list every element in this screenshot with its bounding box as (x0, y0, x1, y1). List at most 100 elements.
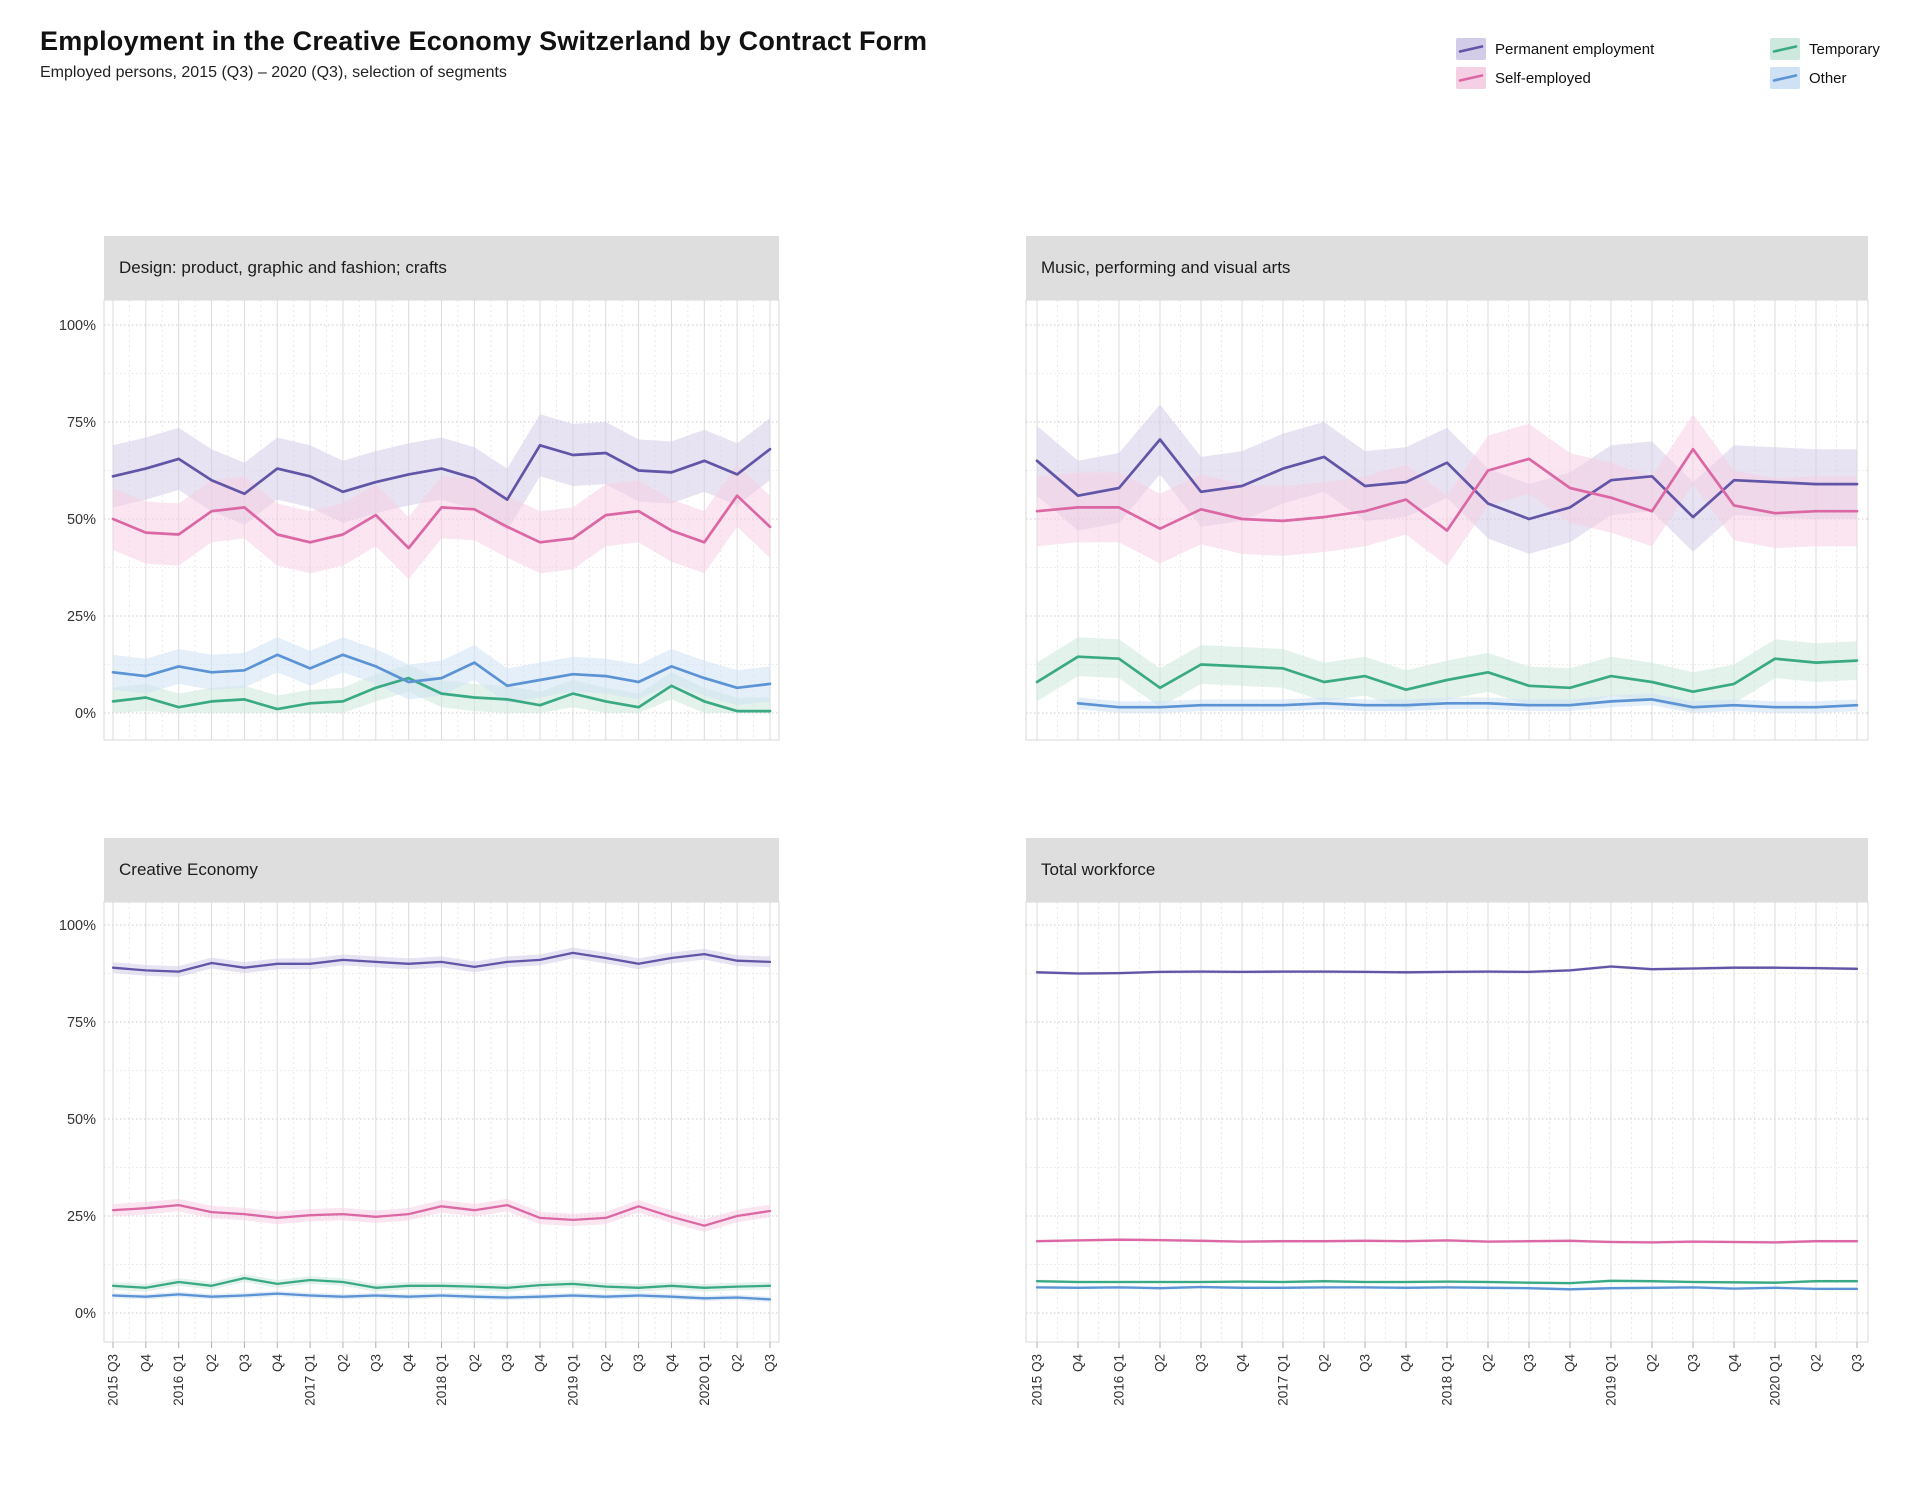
x-axis-tick-label: Q4 (1071, 1354, 1086, 1373)
x-axis-tick-label: Q2 (1645, 1354, 1660, 1372)
x-axis-tick-label: Q2 (1809, 1354, 1824, 1372)
legend-label: Self-employed (1495, 69, 1591, 87)
panel-total-workforce-self-employed-line (1035, 1238, 1859, 1244)
panel-music-other-line (1076, 698, 1859, 709)
x-axis-tick-label: Q2 (1317, 1354, 1332, 1372)
panel-music-self-employed-line (1035, 447, 1859, 532)
x-axis-tick-label: Q2 (1153, 1354, 1168, 1372)
legend-item-other: Other (1770, 67, 1847, 89)
y-axis-tick-label: 75% (67, 415, 96, 431)
legend-swatch-icon (1770, 67, 1800, 89)
x-axis-tick-label: Q3 (1358, 1354, 1373, 1372)
x-axis-tick-label: 2016 Q1 (1112, 1354, 1127, 1406)
panel-header-total-workforce: Total workforce (1026, 838, 1868, 902)
legend-item-temporary: Temporary (1770, 38, 1880, 60)
panel-creative-economy-self-employed-band (113, 1198, 770, 1232)
panel-design-permanent-employment-line (111, 443, 772, 501)
y-axis-tick-label: 0% (75, 706, 96, 722)
x-axis-tick-label: Q4 (138, 1354, 153, 1373)
panel-creative-economy: 100% 75% 50% 25% 0% 2015 Q3 Q4 2016 Q1 Q2 Q3 Q4 201… (59, 901, 780, 1406)
x-axis-tick-label: Q3 (1850, 1354, 1865, 1372)
x-axis-tick-label: Q4 (664, 1354, 679, 1373)
panel-music (1025, 299, 1869, 741)
x-axis-tick-label: Q3 (1522, 1354, 1537, 1372)
x-axis-tick-label: Q2 (335, 1354, 350, 1372)
panel-creative-economy-permanent-employment-line (111, 951, 772, 973)
page-subtitle: Employed persons, 2015 (Q3) – 2020 (Q3),… (40, 64, 507, 81)
x-axis-tick-label: Q3 (500, 1354, 515, 1372)
x-axis-tick-label: Q2 (1481, 1354, 1496, 1372)
y-axis-tick-label: 75% (67, 1015, 96, 1031)
x-axis-tick-label: Q4 (270, 1354, 285, 1373)
x-axis-tick-label: Q2 (598, 1354, 613, 1372)
x-axis-tick-label: 2015 Q3 (106, 1354, 121, 1406)
x-axis-tick-label: Q3 (763, 1354, 778, 1372)
x-axis-tick-label: Q4 (1563, 1354, 1578, 1373)
x-axis-tick-label: 2017 Q1 (303, 1354, 318, 1406)
x-axis-tick-label: 2017 Q1 (1276, 1354, 1291, 1406)
panel-title: Design: product, graphic and fashion; cr… (119, 258, 447, 277)
legend-item-permanent-employment: Permanent employment (1456, 38, 1654, 60)
x-axis-tick-label: 2018 Q1 (1440, 1354, 1455, 1406)
y-axis-tick-label: 50% (67, 1112, 96, 1128)
x-axis-tick-label: 2015 Q3 (1030, 1354, 1045, 1406)
legend-label: Permanent employment (1495, 40, 1655, 58)
panel-title: Music, performing and visual arts (1041, 258, 1291, 277)
legend-swatch-icon (1456, 38, 1486, 60)
legend-label: Other (1809, 69, 1847, 87)
page-title: Employment in the Creative Economy Switz… (40, 26, 928, 56)
x-axis-tick-label: Q3 (237, 1354, 252, 1372)
x-axis-tick-label: Q4 (1235, 1354, 1250, 1373)
panel-header-music: Music, performing and visual arts (1026, 236, 1868, 300)
y-axis-tick-label: 100% (59, 318, 96, 334)
y-axis-tick-label: 25% (67, 609, 96, 625)
y-axis-tick-label: 25% (67, 1209, 96, 1225)
x-axis-tick-label: Q3 (631, 1354, 646, 1372)
x-axis-tick-label: Q4 (533, 1354, 548, 1373)
panel-design-other-line (111, 653, 772, 690)
panel-design-temporary-line (111, 676, 772, 713)
x-axis-tick-label: 2020 Q1 (1768, 1354, 1783, 1406)
panel-header-design: Design: product, graphic and fashion; cr… (104, 236, 779, 300)
y-axis-tick-label: 100% (59, 918, 96, 934)
panel-music-temporary-line (1035, 655, 1859, 694)
panel-design: 100% 75% 50% 25% 0% (59, 299, 780, 741)
panel-title: Creative Economy (119, 860, 258, 879)
x-axis-tick-label: Q4 (1399, 1354, 1414, 1373)
x-axis-tick-label: 2018 Q1 (434, 1354, 449, 1406)
x-axis-tick-label: 2020 Q1 (697, 1354, 712, 1406)
x-axis-tick-label: Q3 (368, 1354, 383, 1372)
panel-design-self-employed-band (113, 464, 770, 580)
legend-swatch-icon (1456, 67, 1486, 89)
panel-music-temporary-band (1037, 637, 1857, 712)
x-axis-tick-label: Q3 (1686, 1354, 1701, 1372)
x-axis-tick-label: Q4 (401, 1354, 416, 1373)
x-axis-tick-label: Q3 (1194, 1354, 1209, 1372)
x-axis-tick-label: 2019 Q1 (565, 1354, 580, 1406)
x-axis-tick-label: 2016 Q1 (171, 1354, 186, 1406)
legend-swatch-icon (1770, 38, 1800, 60)
panel-creative-economy-self-employed-line (111, 1203, 772, 1227)
x-axis-tick-label: 2019 Q1 (1604, 1354, 1619, 1406)
x-axis-tick-label: Q2 (467, 1354, 482, 1372)
x-axis-tick-label: Q2 (204, 1354, 219, 1372)
y-axis-tick-label: 50% (67, 512, 96, 528)
x-axis-tick-label: Q2 (730, 1354, 745, 1372)
legend-label: Temporary (1809, 40, 1880, 58)
panel-total-workforce: 2015 Q3 Q4 2016 Q1 Q2 Q3 Q4 2017 Q1 Q2 Q3 Q4 2018 … (1025, 901, 1869, 1406)
legend-item-self-employed: Self-employed (1456, 67, 1591, 89)
panel-creative-economy-temporary-line (111, 1276, 772, 1289)
panel-music-self-employed-band (1037, 414, 1857, 566)
y-axis-tick-label: 0% (75, 1306, 96, 1322)
panel-music-permanent-employment-line (1035, 438, 1859, 521)
panel-title: Total workforce (1041, 860, 1156, 879)
panel-total-workforce-other-line (1035, 1285, 1859, 1291)
panel-creative-economy-other-line (111, 1292, 772, 1301)
panel-design-permanent-employment-band (113, 414, 770, 531)
panel-design-self-employed-line (111, 494, 772, 550)
panel-header-creative-economy: Creative Economy (104, 838, 779, 902)
panel-total-workforce-permanent-employment-line (1035, 965, 1859, 975)
panel-total-workforce-temporary-line (1035, 1279, 1859, 1285)
